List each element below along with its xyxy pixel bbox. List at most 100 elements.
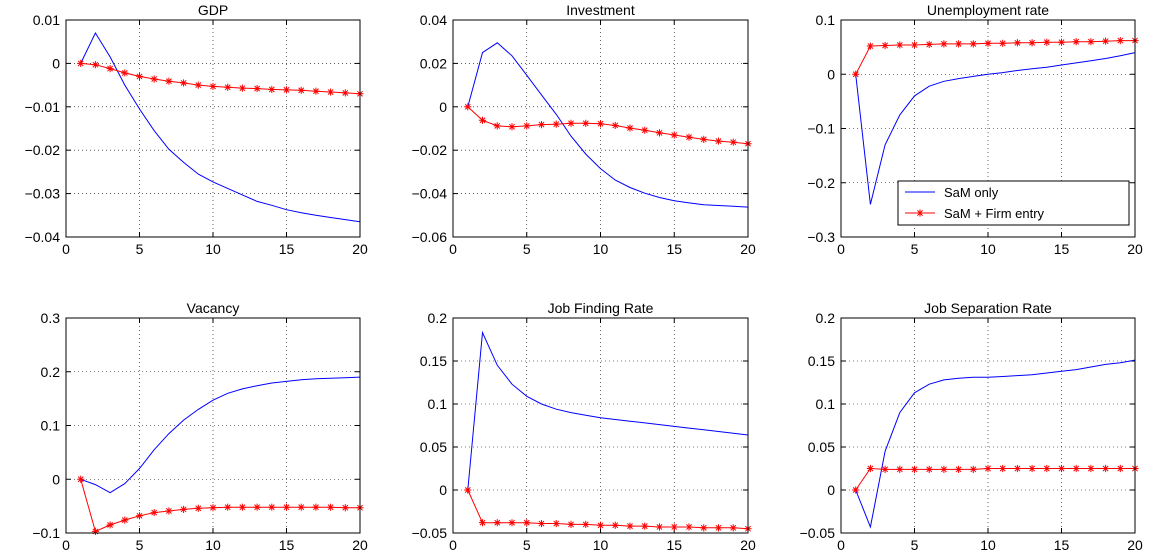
series-line-sam-only — [80, 376, 361, 494]
x-tick-label: 15 — [666, 537, 682, 552]
x-tick-label: 10 — [593, 537, 609, 552]
data-point-sam-firm-entry — [282, 503, 291, 511]
data-point-sam-firm-entry — [464, 103, 472, 111]
data-point-sam-firm-entry — [523, 122, 531, 130]
data-point-sam-firm-entry — [1102, 37, 1110, 45]
data-point-sam-firm-entry — [478, 519, 487, 527]
data-point-sam-firm-entry — [253, 84, 261, 93]
y-tick-label: −0.3 — [807, 229, 835, 245]
y-tick-label: 0.15 — [420, 353, 447, 369]
x-tick-label: 0 — [62, 537, 70, 552]
data-point-sam-firm-entry — [91, 527, 99, 535]
data-point-sam-firm-entry — [567, 119, 575, 127]
x-tick-label: 10 — [205, 537, 221, 552]
x-tick-label: 0 — [837, 241, 845, 257]
data-point-sam-firm-entry — [493, 519, 501, 527]
axes-frame — [65, 317, 361, 534]
x-tick-label: 5 — [136, 537, 144, 552]
data-point-sam-firm-entry — [1116, 37, 1124, 45]
x-tick-label: 10 — [593, 241, 609, 257]
y-tick-label: −0.03 — [25, 186, 61, 202]
data-point-sam-firm-entry — [655, 129, 664, 137]
axes-frame — [840, 317, 1136, 534]
chart-title: Job Finding Rate — [548, 300, 654, 316]
y-tick-label: −0.02 — [412, 142, 448, 158]
series-line-sam-only — [855, 52, 1136, 205]
data-point-sam-firm-entry — [852, 486, 860, 494]
y-tick-label: −0.01 — [25, 99, 61, 115]
data-point-sam-firm-entry — [523, 519, 531, 527]
y-tick-label: 0.1 — [41, 418, 61, 434]
data-point-sam-firm-entry — [1057, 464, 1066, 473]
data-point-sam-firm-entry — [327, 88, 335, 96]
data-point-sam-firm-entry — [700, 135, 708, 143]
data-point-sam-firm-entry — [537, 120, 546, 129]
data-point-sam-firm-entry — [91, 61, 99, 69]
axes-frame — [65, 19, 361, 238]
x-tick-label: 5 — [136, 241, 144, 257]
x-tick-label: 15 — [1054, 537, 1070, 552]
panel-unemployment-rate: 0 5 10 15 20 −0.3 −0.2 −0.1 0 0.1 Unemployment rat… — [807, 2, 1143, 257]
y-tick-label: 0.01 — [33, 12, 60, 28]
chart-title: Unemployment rate — [927, 2, 1049, 18]
data-point-sam-firm-entry — [896, 465, 904, 473]
x-tick-label: 15 — [279, 241, 295, 257]
data-point-sam-firm-entry — [209, 504, 217, 512]
data-point-sam-firm-entry — [729, 524, 737, 532]
data-point-sam-firm-entry — [582, 119, 590, 127]
data-point-sam-firm-entry — [121, 516, 129, 524]
data-point-sam-firm-entry — [611, 521, 619, 529]
data-point-sam-firm-entry — [714, 524, 723, 532]
y-tick-label: 0.3 — [41, 310, 61, 326]
data-point-sam-firm-entry — [268, 85, 276, 94]
data-point-sam-firm-entry — [940, 465, 948, 473]
data-point-sam-firm-entry — [106, 65, 114, 73]
y-tick-label: −0.05 — [412, 525, 448, 541]
data-point-sam-firm-entry — [969, 40, 977, 48]
y-tick-label: 0.2 — [41, 364, 61, 380]
x-tick-label: 0 — [449, 241, 457, 257]
y-tick-label: −0.2 — [807, 175, 835, 191]
data-point-sam-firm-entry — [341, 89, 349, 97]
series-line-sam-only — [80, 31, 361, 223]
x-tick-label: 15 — [666, 241, 682, 257]
data-point-sam-firm-entry — [881, 465, 889, 473]
chart-title: Vacancy — [187, 300, 240, 316]
x-tick-label: 0 — [449, 537, 457, 552]
data-point-sam-firm-entry — [194, 504, 202, 512]
y-tick-label: 0 — [827, 66, 835, 82]
legend-entry-sam-only: SaM only — [944, 185, 999, 200]
x-tick-label: 15 — [1054, 241, 1070, 257]
data-point-sam-firm-entry — [464, 486, 472, 494]
data-point-sam-firm-entry — [224, 83, 232, 91]
data-point-sam-firm-entry — [969, 465, 977, 473]
data-point-sam-firm-entry — [1116, 464, 1124, 473]
data-point-sam-firm-entry — [1028, 464, 1036, 473]
data-point-sam-firm-entry — [508, 123, 516, 131]
chart-title: Job Separation Rate — [924, 300, 1052, 316]
data-point-sam-firm-entry — [626, 522, 634, 530]
panel-investment: 0 5 10 15 20 −0.06 −0.04 −0.02 0 0.02 0.04 Investme… — [412, 2, 756, 257]
y-tick-label: 0.05 — [808, 439, 835, 455]
data-point-sam-firm-entry — [135, 72, 144, 81]
data-point-sam-firm-entry — [150, 508, 158, 517]
y-tick-label: 0.1 — [428, 396, 448, 412]
data-point-sam-firm-entry — [165, 77, 173, 85]
data-point-sam-firm-entry — [135, 512, 144, 520]
data-point-sam-firm-entry — [478, 116, 487, 124]
data-point-sam-firm-entry — [1087, 38, 1095, 46]
y-tick-label: −0.02 — [25, 142, 61, 158]
axes-frame — [840, 19, 1136, 238]
axes-frame — [452, 317, 749, 534]
data-point-sam-firm-entry — [955, 465, 963, 473]
data-point-sam-firm-entry — [729, 138, 737, 146]
data-point-sam-firm-entry — [641, 126, 649, 134]
data-point-sam-firm-entry — [896, 41, 904, 49]
y-tick-label: −0.05 — [800, 525, 836, 541]
data-point-sam-firm-entry — [925, 40, 933, 49]
y-tick-label: 0 — [827, 482, 835, 498]
data-point-sam-firm-entry — [552, 519, 560, 528]
data-point-sam-firm-entry — [282, 86, 291, 94]
